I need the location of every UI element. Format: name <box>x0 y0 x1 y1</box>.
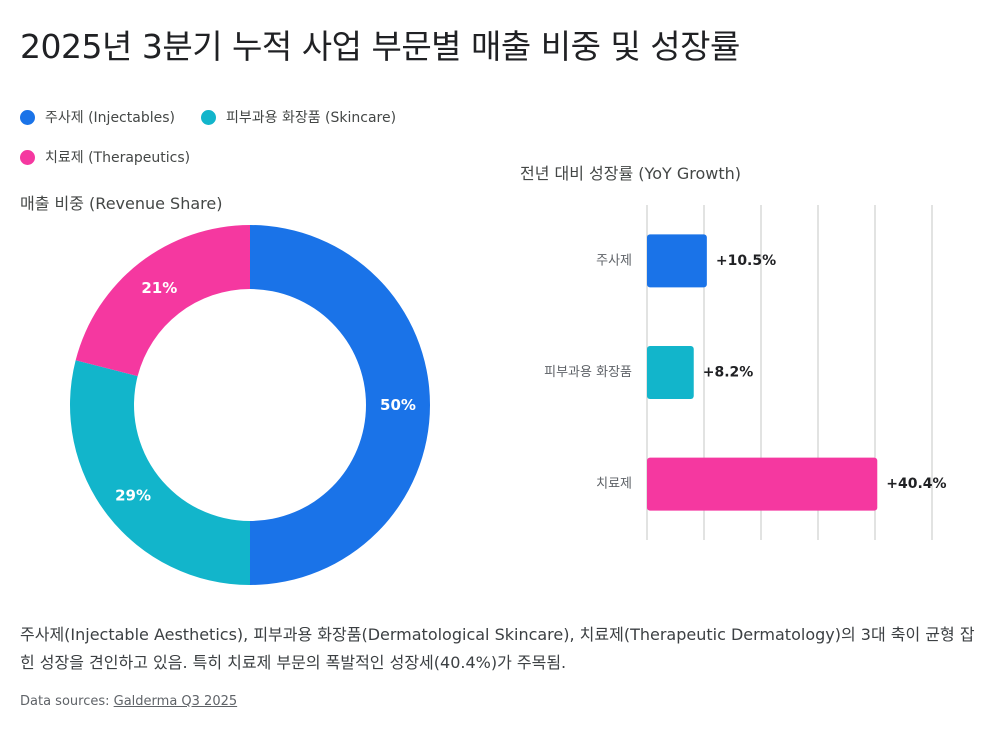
donut-slice-1[interactable] <box>69 360 250 585</box>
sources-link[interactable]: Galderma Q3 2025 <box>113 694 238 709</box>
legend-item-injectables[interactable]: 주사제 (Injectables) <box>20 105 175 129</box>
bar-value-label-2: +40.4% <box>886 476 946 492</box>
category-label-0: 주사제 <box>596 253 632 268</box>
legend-item-therapeutics[interactable]: 치료제 (Therapeutics) <box>20 145 190 169</box>
donut-slice-0[interactable] <box>250 225 430 585</box>
donut-chart-title: 매출 비중 (Revenue Share) <box>20 194 223 213</box>
legend-item-skincare[interactable]: 피부과용 화장품 (Skincare) <box>201 105 396 129</box>
yoy-growth-bar-chart: 주사제 +10.5% 피부과용 화장품 +8.2% 치료제 +40.4% <box>544 205 947 540</box>
data-sources: Data sources: Galderma Q3 2025 <box>20 694 237 709</box>
page-title: 2025년 3분기 누적 사업 부문별 매출 비중 및 성장률 <box>20 27 740 66</box>
legend-dot-icon <box>20 149 35 165</box>
legend-dot-icon <box>20 109 35 125</box>
bar-value-label-0: +10.5% <box>716 253 776 269</box>
bar-1[interactable] <box>647 346 694 399</box>
bar-2[interactable] <box>647 457 878 511</box>
summary-text: 주사제(Injectable Aesthetics), 피부과용 화장품(Der… <box>20 625 975 672</box>
donut-slice-label-0: 50% <box>380 396 416 414</box>
legend-label: 치료제 (Therapeutics) <box>45 150 191 166</box>
sources-prefix: Data sources: <box>20 694 114 709</box>
category-label-2: 치료제 <box>596 477 632 492</box>
revenue-share-donut-chart: 50% 29% 21% <box>69 225 430 585</box>
category-label-1: 피부과용 화장품 <box>544 365 632 380</box>
bar-value-label-1: +8.2% <box>703 365 754 381</box>
donut-slice-label-1: 29% <box>115 487 151 505</box>
donut-slice-label-2: 21% <box>141 279 177 297</box>
bar-0[interactable] <box>647 234 707 288</box>
legend-label: 주사제 (Injectables) <box>45 110 175 126</box>
bar-chart-title: 전년 대비 성장률 (YoY Growth) <box>520 164 741 183</box>
donut-slice-2[interactable] <box>75 225 250 377</box>
legend-label: 피부과용 화장품 (Skincare) <box>226 110 397 126</box>
legend-dot-icon <box>201 109 216 125</box>
